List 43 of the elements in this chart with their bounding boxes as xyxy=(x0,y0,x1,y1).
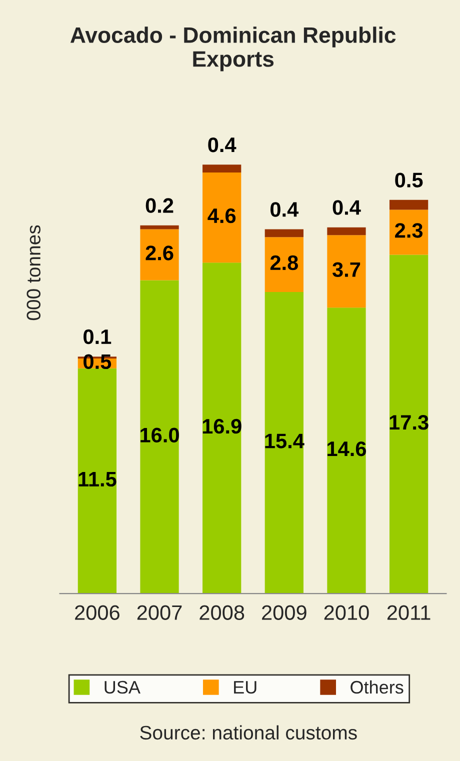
data-label: 0.4 xyxy=(270,202,299,217)
x-tick-label: 2009 xyxy=(262,605,306,620)
bar xyxy=(264,237,304,292)
legend-label: Others xyxy=(350,680,404,694)
data-label: 0.1 xyxy=(84,329,112,344)
data-label: 0.5 xyxy=(84,354,112,370)
bar xyxy=(140,280,179,594)
legend-label: EU xyxy=(234,681,256,694)
bar xyxy=(202,262,242,594)
data-label: 14.6 xyxy=(328,441,366,456)
bar xyxy=(389,254,428,594)
data-label: 11.5 xyxy=(78,472,116,487)
bar xyxy=(140,225,179,230)
data-label: 0.4 xyxy=(208,137,236,152)
y-axis-title: 000 tonnes xyxy=(26,225,40,320)
data-label: 0.2 xyxy=(146,198,174,213)
chart-title: Avocado - Dominican Republic Exports xyxy=(70,26,396,72)
bar xyxy=(327,308,366,594)
x-tick-label: 2008 xyxy=(200,605,244,620)
data-label: 2.6 xyxy=(146,246,174,260)
data-label: 2.3 xyxy=(395,223,423,238)
legend-label: USA xyxy=(104,680,140,694)
data-label: 0.5 xyxy=(395,172,423,188)
bar xyxy=(327,235,366,308)
bar xyxy=(78,368,117,594)
bar xyxy=(202,172,242,263)
data-label: 16.0 xyxy=(140,428,179,442)
x-tick-label: 2010 xyxy=(324,605,369,620)
bar xyxy=(264,292,304,594)
data-label: 4.6 xyxy=(208,208,236,224)
data-label: 0.4 xyxy=(332,200,361,215)
data-label: 2.8 xyxy=(270,255,298,270)
bar xyxy=(327,227,366,236)
x-tick-label: 2007 xyxy=(137,605,182,620)
source-note: Source: national customs xyxy=(140,725,357,740)
bar xyxy=(389,210,428,255)
bar xyxy=(140,229,179,280)
bar xyxy=(389,200,428,210)
x-tick-label: 2011 xyxy=(387,605,430,620)
data-label: 3.7 xyxy=(332,262,360,278)
bar xyxy=(264,229,304,238)
bar xyxy=(202,164,242,172)
x-tick-label: 2006 xyxy=(75,605,120,620)
